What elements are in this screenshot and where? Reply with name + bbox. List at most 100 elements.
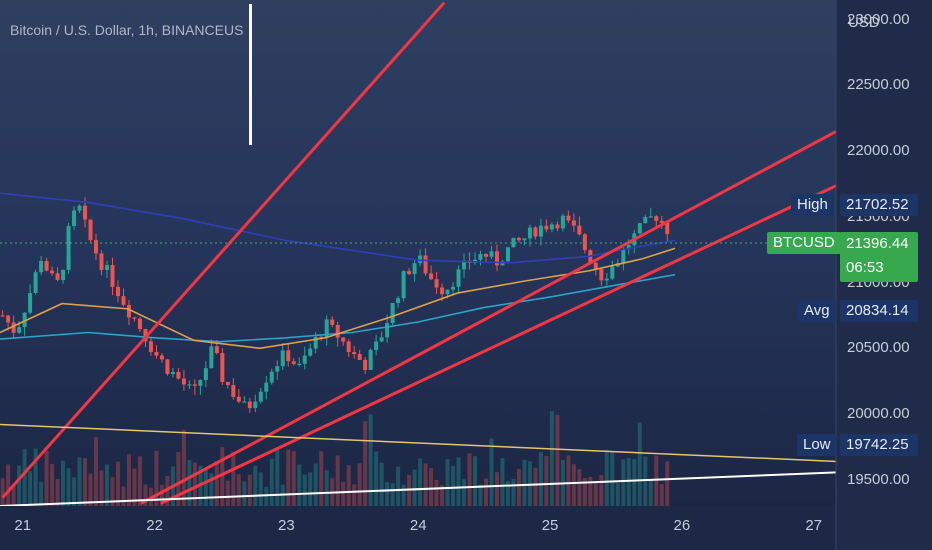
- volume-bar: [599, 474, 604, 506]
- volume-bar: [44, 450, 49, 506]
- volume-bar: [632, 458, 637, 506]
- candle-body: [577, 225, 582, 235]
- candle-body: [522, 238, 527, 241]
- volume-bar: [505, 480, 510, 506]
- volume-bar: [94, 437, 99, 506]
- volume-bar: [643, 456, 648, 506]
- candle-body: [170, 372, 175, 375]
- candle-body: [159, 355, 164, 360]
- candle-body: [55, 273, 60, 280]
- candle-body: [209, 346, 214, 369]
- volume-bar: [363, 421, 368, 506]
- horizontal-ray[interactable]: [0, 467, 932, 507]
- volume-bar: [77, 457, 82, 506]
- volume-bar: [516, 469, 521, 506]
- volume-bars: [0, 411, 670, 506]
- candle-body: [94, 240, 99, 254]
- volume-bar: [110, 477, 115, 506]
- candle-body: [203, 368, 208, 381]
- volume-bar: [456, 457, 461, 506]
- candle-body: [483, 253, 488, 257]
- candle-body: [489, 251, 494, 257]
- volume-bar: [566, 455, 571, 506]
- low-label: Low: [797, 434, 837, 456]
- candle-body: [368, 349, 373, 371]
- candle-body: [462, 260, 467, 270]
- horizontal-ray[interactable]: [0, 423, 893, 465]
- candle-body: [275, 366, 280, 372]
- volume-bar: [341, 481, 346, 506]
- candle-body: [231, 385, 236, 397]
- candle-body: [604, 278, 609, 281]
- candle-body: [137, 318, 142, 330]
- candle-body: [181, 378, 186, 385]
- volume-bar: [209, 473, 214, 506]
- low-value: 19742.25: [840, 434, 918, 456]
- volume-bar: [17, 465, 22, 506]
- candle-body: [599, 269, 604, 281]
- candle-body: [0, 315, 5, 317]
- high-value: 21702.52: [840, 194, 918, 216]
- candle-body: [637, 223, 642, 234]
- candle-body: [335, 324, 340, 338]
- candle-body: [385, 323, 390, 338]
- candle-body: [33, 272, 38, 294]
- candle-body: [571, 220, 576, 226]
- volume-bar: [390, 483, 395, 506]
- candle-body: [582, 234, 587, 251]
- volume-bar: [522, 459, 527, 506]
- candle-body: [429, 273, 434, 280]
- candle-body: [302, 355, 307, 364]
- time-axis[interactable]: [0, 506, 836, 550]
- candle-body: [352, 352, 357, 355]
- volume-bar: [66, 468, 71, 506]
- volume-bar: [39, 481, 44, 506]
- candle-body: [401, 271, 406, 299]
- volume-bar: [121, 486, 126, 506]
- volume-bar: [500, 458, 505, 506]
- volume-bar: [302, 474, 307, 506]
- volume-bar: [615, 483, 620, 506]
- candle-body: [654, 216, 659, 221]
- candle-body: [374, 341, 379, 350]
- candle-body: [555, 224, 560, 229]
- volume-bar: [258, 472, 263, 506]
- volume-bar: [544, 456, 549, 506]
- volume-bar: [159, 484, 164, 506]
- candle-body: [423, 255, 428, 274]
- moving-average-line: [0, 273, 676, 343]
- trendline[interactable]: [1, 1, 446, 499]
- candle-body: [505, 247, 510, 262]
- candle-body: [549, 224, 554, 230]
- y-tick-label: 23000.00: [847, 10, 910, 28]
- candle-body: [214, 346, 219, 354]
- candle-body: [357, 354, 362, 360]
- candle-body: [187, 384, 192, 386]
- candle-body: [533, 227, 538, 237]
- volume-bar: [648, 479, 653, 506]
- volume-bar: [527, 461, 532, 506]
- volume-bar: [368, 414, 373, 506]
- volume-bar: [247, 474, 252, 506]
- volume-bar: [483, 478, 488, 506]
- volume-bar: [511, 478, 516, 506]
- trendlines: [0, 1, 932, 507]
- candle-body: [593, 262, 598, 270]
- candle-body: [544, 225, 549, 230]
- candle-body: [77, 205, 82, 211]
- volume-bar: [225, 480, 230, 506]
- volume-bar: [99, 470, 104, 506]
- volume-bar: [214, 460, 219, 506]
- volume-bar: [33, 448, 38, 506]
- trendline[interactable]: [140, 78, 932, 505]
- candle-body: [538, 225, 543, 237]
- volume-bar: [494, 472, 499, 506]
- volume-bar: [610, 451, 615, 506]
- candle-body: [121, 296, 126, 305]
- candle-body: [313, 336, 318, 349]
- candle-body: [143, 329, 148, 342]
- candle-body: [154, 351, 159, 356]
- candle-body: [192, 384, 197, 386]
- x-tick-label: 26: [673, 517, 691, 534]
